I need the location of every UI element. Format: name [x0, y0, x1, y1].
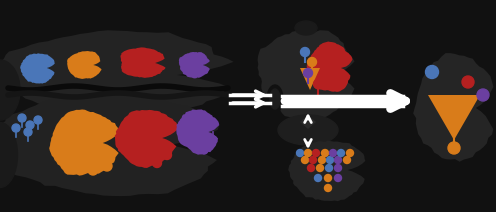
Circle shape — [200, 146, 208, 154]
Polygon shape — [49, 109, 119, 176]
Circle shape — [316, 165, 323, 172]
Circle shape — [324, 184, 331, 191]
Polygon shape — [300, 68, 320, 90]
Ellipse shape — [267, 85, 283, 113]
Polygon shape — [413, 53, 494, 162]
Circle shape — [138, 153, 147, 163]
Circle shape — [88, 165, 98, 175]
Circle shape — [305, 149, 311, 156]
Polygon shape — [0, 30, 234, 118]
Polygon shape — [288, 141, 365, 201]
Circle shape — [344, 156, 351, 163]
Circle shape — [163, 151, 172, 159]
Circle shape — [304, 68, 312, 78]
Circle shape — [325, 165, 332, 172]
Circle shape — [426, 66, 438, 78]
Circle shape — [297, 149, 304, 156]
Polygon shape — [121, 47, 166, 78]
Circle shape — [302, 156, 309, 163]
Circle shape — [448, 142, 460, 154]
Polygon shape — [428, 95, 480, 140]
Circle shape — [462, 76, 474, 88]
Polygon shape — [179, 52, 210, 78]
Ellipse shape — [270, 89, 280, 109]
Polygon shape — [67, 51, 102, 79]
Ellipse shape — [0, 60, 20, 120]
Circle shape — [308, 165, 314, 172]
Polygon shape — [300, 115, 316, 129]
Circle shape — [313, 80, 322, 88]
Circle shape — [75, 158, 85, 168]
Polygon shape — [20, 53, 55, 84]
Polygon shape — [307, 42, 353, 92]
Circle shape — [209, 136, 217, 144]
Polygon shape — [176, 109, 219, 155]
Polygon shape — [115, 110, 178, 168]
Circle shape — [18, 114, 26, 122]
Circle shape — [314, 174, 321, 181]
Circle shape — [321, 149, 328, 156]
Circle shape — [318, 156, 325, 163]
Circle shape — [34, 116, 42, 124]
Circle shape — [347, 149, 354, 156]
Circle shape — [24, 128, 32, 136]
Ellipse shape — [278, 115, 338, 145]
Circle shape — [26, 121, 34, 129]
Circle shape — [324, 174, 331, 181]
Circle shape — [12, 124, 20, 132]
Circle shape — [102, 161, 112, 171]
Polygon shape — [0, 94, 219, 196]
Circle shape — [329, 149, 336, 156]
Circle shape — [334, 165, 342, 172]
Circle shape — [326, 156, 333, 163]
Ellipse shape — [0, 123, 17, 187]
Circle shape — [308, 57, 316, 67]
Circle shape — [152, 159, 162, 167]
Circle shape — [189, 139, 197, 147]
Circle shape — [60, 153, 70, 163]
Circle shape — [301, 47, 310, 57]
Circle shape — [310, 156, 316, 163]
Polygon shape — [257, 30, 355, 121]
Ellipse shape — [295, 21, 317, 35]
Circle shape — [334, 156, 342, 163]
Circle shape — [312, 149, 319, 156]
Circle shape — [334, 174, 342, 181]
Circle shape — [477, 89, 489, 101]
Circle shape — [337, 149, 345, 156]
